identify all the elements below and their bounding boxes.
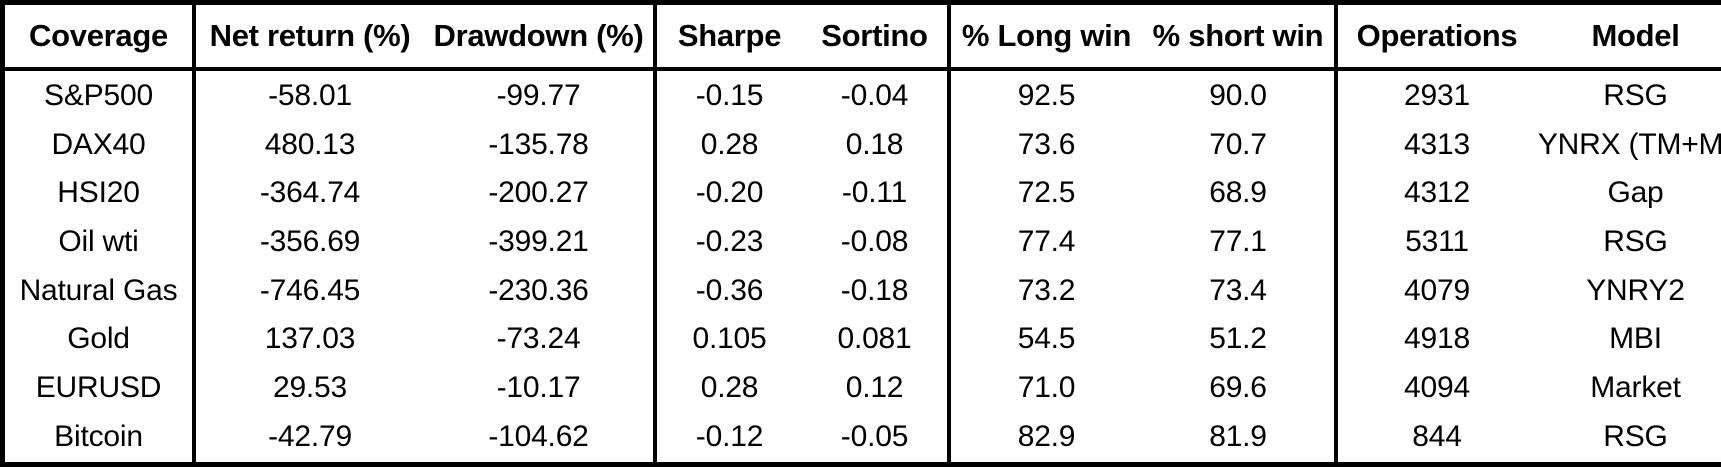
cell-net_return: -58.01 — [268, 78, 352, 112]
cell-long_win: 92.5 — [1017, 78, 1076, 112]
cell-short_win: 69.6 — [1142, 363, 1338, 413]
cell-coverage: DAX40 — [2, 120, 196, 170]
cell-short_win: 73.4 — [1142, 266, 1338, 315]
column-header-coverage: Coverage — [2, 2, 196, 71]
cell-net_return: -364.74 — [259, 176, 361, 210]
cell-drawdown: -99.77 — [424, 69, 657, 121]
cell-net_return: -42.79 — [268, 420, 352, 454]
cell-sharpe: 0.28 — [700, 127, 759, 161]
cell-long_win: 54.5 — [1017, 322, 1076, 356]
cell-short_win: 51.2 — [1142, 314, 1338, 364]
cell-short_win: 77.1 — [1142, 217, 1338, 267]
column-header-long_win: % Long win — [949, 2, 1142, 71]
table-row: DAX40 480.13 -135.78 0.28 0.18 73.6 70.7 4313 YN… — [2, 120, 1721, 170]
cell-operations: 4079 — [1404, 273, 1470, 307]
cell-operations: 4312 — [1404, 176, 1470, 210]
column-header-short_win: % short win — [1142, 2, 1338, 71]
cell-sharpe: -0.23 — [695, 225, 764, 259]
cell-long_win: 82.9 — [1017, 420, 1076, 454]
cell-sharpe: -0.15 — [695, 78, 764, 112]
cell-sortino: 0.18 — [802, 120, 951, 170]
cell-sortino: 0.081 — [802, 314, 951, 364]
cell-model: RSG — [1603, 78, 1668, 112]
table-header: Coverage Net return (%) Drawdown (%) Sharpe… — [2, 2, 1721, 71]
column-header-operations: Operations — [1336, 2, 1536, 71]
cell-sortino: -0.18 — [802, 266, 951, 315]
cell-net_return: 137.03 — [264, 322, 356, 356]
cell-coverage: HSI20 — [2, 169, 196, 218]
cell-net_return: 29.53 — [272, 370, 348, 404]
cell-long_win: 73.6 — [1017, 127, 1076, 161]
cell-short_win: 70.7 — [1142, 120, 1338, 170]
cell-drawdown: -230.36 — [424, 266, 657, 315]
cell-long_win: 72.5 — [1017, 176, 1076, 210]
cell-model: RSG — [1603, 225, 1668, 259]
cell-operations: 4094 — [1404, 370, 1470, 404]
cell-operations: 5311 — [1405, 225, 1469, 259]
cell-operations: 4313 — [1404, 127, 1470, 161]
cell-sharpe: 0.105 — [692, 322, 767, 356]
cell-coverage: Oil wti — [2, 217, 196, 267]
cell-drawdown: -73.24 — [424, 314, 657, 364]
cell-sharpe: -0.12 — [695, 420, 764, 454]
cell-coverage: Gold — [2, 314, 196, 364]
cell-model: MBI — [1609, 322, 1662, 356]
column-header-model: Model — [1536, 2, 1721, 71]
cell-model: YNRY2 — [1586, 273, 1685, 307]
cell-short_win: 68.9 — [1142, 169, 1338, 218]
cell-coverage: EURUSD — [2, 363, 196, 413]
column-header-sortino: Sortino — [802, 2, 951, 71]
cell-short_win: 81.9 — [1142, 412, 1338, 465]
header-row: Coverage Net return (%) Drawdown (%) Sharpe… — [2, 2, 1721, 71]
column-header-sharpe: Sharpe — [655, 2, 802, 71]
table-row: Natural Gas -746.45 -230.36 -0.36 -0.18 73.2 7… — [2, 266, 1721, 315]
cell-sortino: -0.11 — [802, 169, 951, 218]
cell-operations: 4918 — [1404, 322, 1470, 356]
cell-coverage: Bitcoin — [2, 412, 196, 465]
cell-model: Gap — [1607, 176, 1664, 210]
cell-drawdown: -10.17 — [424, 363, 657, 413]
cell-sortino: -0.05 — [802, 412, 951, 465]
cell-sortino: -0.04 — [802, 69, 951, 121]
table-row: S&P500 -58.01 -99.77 -0.15 -0.04 92.5 90.0 2931… — [2, 69, 1721, 121]
cell-model: Market — [1590, 370, 1681, 404]
cell-sortino: 0.12 — [802, 363, 951, 413]
cell-drawdown: -200.27 — [424, 169, 657, 218]
table-row: Oil wti -356.69 -399.21 -0.23 -0.08 77.4 77.1 5… — [2, 217, 1721, 267]
table-row: Gold 137.03 -73.24 0.105 0.081 54.5 51.2 4918 MB… — [2, 314, 1721, 364]
cell-sharpe: -0.36 — [695, 273, 764, 307]
cell-net_return: -356.69 — [259, 225, 361, 259]
cell-long_win: 71.0 — [1017, 370, 1076, 404]
table-row: Bitcoin -42.79 -104.62 -0.12 -0.05 82.9 81.9 84… — [2, 412, 1721, 465]
cell-drawdown: -135.78 — [424, 120, 657, 170]
cell-operations: 2931 — [1404, 78, 1470, 112]
cell-sortino: -0.08 — [802, 217, 951, 267]
cell-coverage: Natural Gas — [2, 266, 196, 315]
cell-net_return: -746.45 — [259, 273, 361, 307]
cell-model: YNRX (TM+M) — [1537, 127, 1721, 161]
cell-drawdown: -399.21 — [424, 217, 657, 267]
cell-short_win: 90.0 — [1142, 69, 1338, 121]
cell-model: RSG — [1603, 420, 1668, 454]
column-header-net_return: Net return (%) — [194, 2, 424, 71]
cell-coverage: S&P500 — [2, 69, 196, 121]
column-header-drawdown: Drawdown (%) — [424, 2, 657, 71]
table-row: HSI20 -364.74 -200.27 -0.20 -0.11 72.5 68.9 431… — [2, 169, 1721, 218]
cell-drawdown: -104.62 — [424, 412, 657, 465]
cell-long_win: 73.2 — [1017, 273, 1076, 307]
table-body: S&P500 -58.01 -99.77 -0.15 -0.04 92.5 90.0 2931… — [2, 69, 1721, 465]
cell-sharpe: 0.28 — [700, 370, 759, 404]
cell-long_win: 77.4 — [1017, 225, 1076, 259]
cell-net_return: 480.13 — [264, 127, 356, 161]
table-row: EURUSD 29.53 -10.17 0.28 0.12 71.0 69.6 4094 Mar… — [2, 363, 1721, 413]
cell-operations: 844 — [1412, 420, 1462, 454]
cell-sharpe: -0.20 — [695, 176, 764, 210]
